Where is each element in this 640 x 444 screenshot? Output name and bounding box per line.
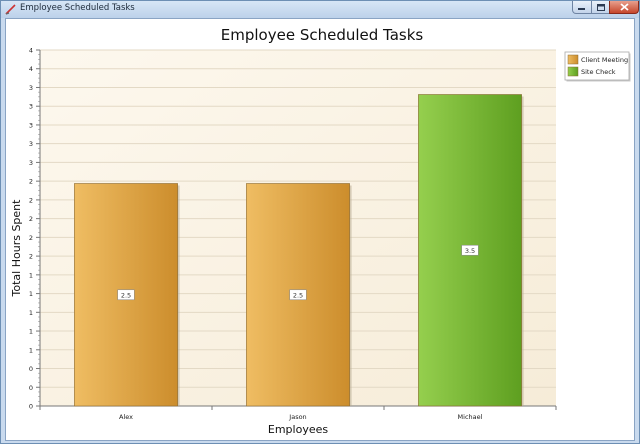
x-tick-label: Alex	[119, 413, 133, 421]
y-tick-label: 1	[29, 328, 33, 336]
chart-title: Employee Scheduled Tasks	[221, 26, 424, 44]
y-tick-label: 3	[29, 84, 33, 92]
y-tick-label: 1	[29, 309, 33, 317]
minimize-button[interactable]	[572, 1, 592, 14]
legend-swatch	[567, 54, 579, 65]
data-label-box	[461, 244, 479, 256]
legend-swatch	[567, 66, 579, 77]
title-bar[interactable]: Employee Scheduled Tasks	[1, 1, 639, 18]
y-tick-label: 4	[29, 47, 33, 55]
maximize-icon	[596, 3, 605, 11]
chart-app-icon	[5, 4, 16, 15]
data-label: 3.5	[465, 247, 475, 255]
data-label-box	[289, 289, 307, 301]
bar-chart: Employee Scheduled Tasks Total Hours Spe…	[10, 26, 631, 436]
data-label: 2.5	[121, 292, 131, 300]
y-tick-label: 2	[29, 253, 33, 261]
y-tick-label: 1	[29, 346, 33, 354]
y-tick-label: 2	[29, 196, 33, 204]
y-tick-label: 1	[29, 271, 33, 279]
data-label-box	[117, 289, 135, 301]
y-tick-label: 3	[29, 159, 33, 167]
legend-label: Client Meeting	[581, 56, 628, 64]
y-tick-label: 2	[29, 215, 33, 223]
legend-label: Site Check	[581, 68, 616, 76]
y-tick-label: 0	[29, 365, 33, 373]
minimize-icon	[578, 8, 585, 10]
chart-area: Employee Scheduled Tasks Total Hours Spe…	[5, 18, 635, 441]
y-tick-label: 3	[29, 121, 33, 129]
data-label: 2.5	[293, 292, 303, 300]
y-tick-label: 2	[29, 234, 33, 242]
maximize-button[interactable]	[591, 1, 610, 14]
x-tick-label: Michael	[458, 413, 483, 421]
y-tick-label: 0	[29, 384, 33, 392]
y-tick-label: 1	[29, 290, 33, 298]
window-title: Employee Scheduled Tasks	[20, 3, 135, 13]
close-icon	[619, 3, 629, 11]
y-tick-label: 0	[29, 403, 33, 411]
close-button[interactable]	[609, 1, 639, 14]
x-tick-label: Jason	[288, 413, 306, 421]
y-tick-label: 2	[29, 178, 33, 186]
y-tick-label: 3	[29, 140, 33, 148]
y-tick-label: 3	[29, 103, 33, 111]
chart-legend: Client Meeting Site Check	[564, 51, 631, 82]
x-axis-label: Employees	[268, 423, 328, 436]
y-tick-label: 4	[29, 65, 33, 73]
y-axis-label: Total Hours Spent	[10, 199, 23, 298]
